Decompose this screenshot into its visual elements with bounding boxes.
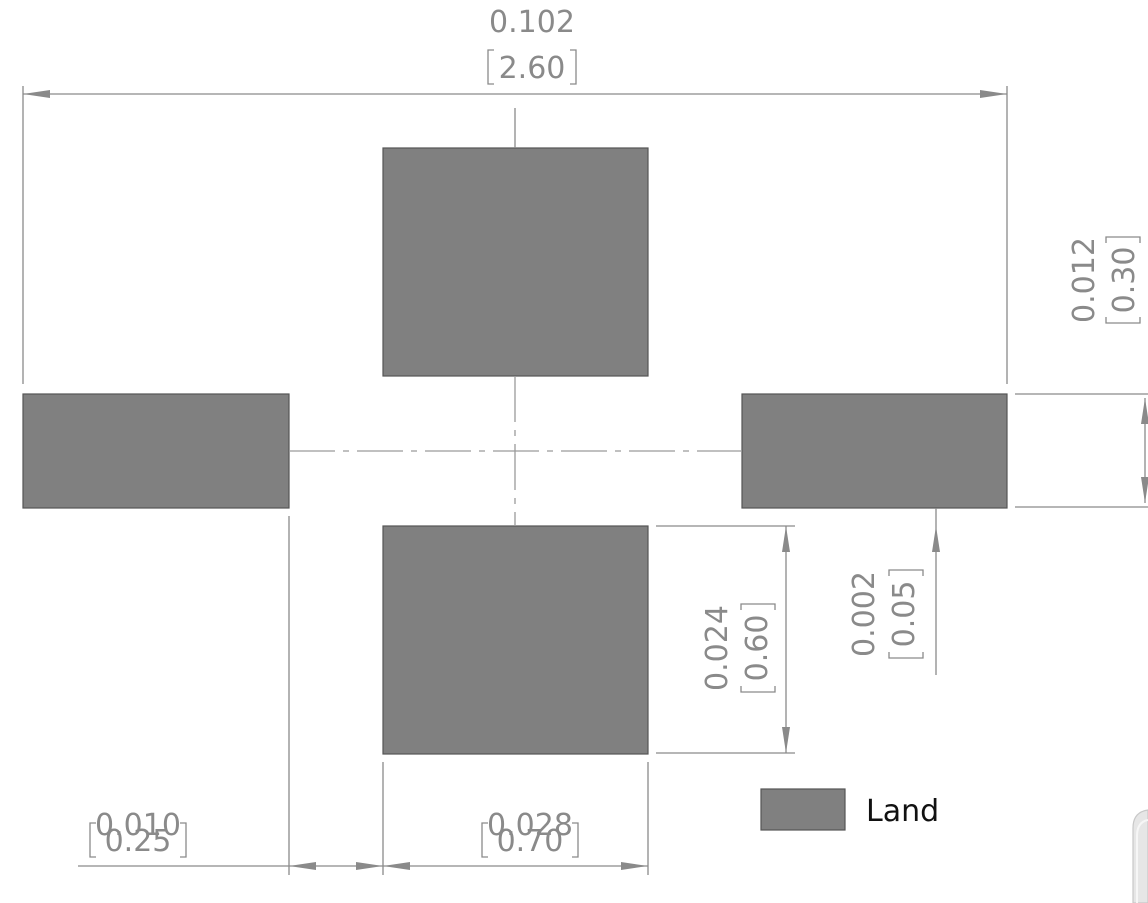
dim-center-pad-height-mm: 0.60 [740, 615, 775, 682]
dim-overall-width-mm: 2.60 [499, 51, 566, 86]
dim-overall-width: 0.102 2.60 [22, 5, 1008, 384]
dim-side-gap: 0.010 0.25 [78, 516, 384, 875]
legend: Land [760, 788, 939, 831]
dim-center-pad-height-inch: 0.024 [700, 605, 735, 691]
legend-land-label: Land [866, 794, 939, 829]
dim-center-pad-width-inch: 0.028 [487, 808, 573, 843]
dim-side-gap-mm: 0.25 [105, 824, 172, 859]
dim-pad-offset-inch: 0.002 [847, 571, 882, 657]
dim-overall-width-inch: 0.102 [489, 5, 575, 40]
partial-3d-view [1132, 809, 1148, 903]
land-left [22, 393, 290, 509]
dim-side-pad-height-inch: 0.012 [1067, 237, 1102, 323]
dim-pad-offset-mm: 0.05 [887, 581, 922, 648]
dim-side-pad-height-mm: 0.30 [1107, 247, 1142, 314]
land-bottom-center [382, 525, 649, 755]
legend-land-swatch [760, 788, 846, 831]
dim-pad-offset: 0.002 0.05 [847, 508, 940, 675]
dim-side-gap-inch: 0.010 [95, 808, 181, 843]
dim-side-pad-height: 0.012 0.30 [1015, 236, 1148, 508]
center-lines [289, 108, 742, 526]
land-right [741, 393, 1008, 509]
dim-center-pad-width: 0.028 0.70 [383, 762, 649, 875]
lands [22, 147, 1008, 755]
dim-center-pad-width-mm: 0.70 [497, 824, 564, 859]
dim-center-pad-height: 0.024 0.60 [656, 525, 795, 754]
land-top-center [382, 147, 649, 377]
